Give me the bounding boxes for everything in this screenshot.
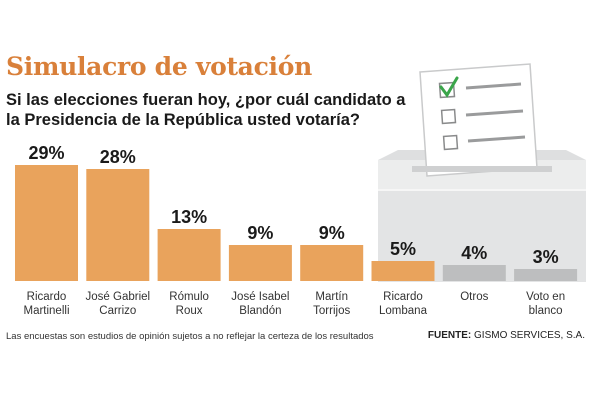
category-label-6-0: Otros [460,291,488,303]
value-label-0: 29% [28,143,64,163]
category-label-2-1: Roux [176,305,203,317]
ballot-slot [412,166,552,172]
bar-4 [300,245,364,281]
source-value: GISMO SERVICES, S.A. [471,330,585,341]
chart-title: Simulacro de votación [6,52,312,81]
category-label-7-0: Voto en [526,291,565,303]
category-label-2-0: Rómulo [169,291,209,303]
bar-0 [15,165,78,281]
checkbox-empty-icon [442,134,459,151]
checkbox-empty-icon [440,108,457,125]
category-label-7-1: blanco [529,305,563,317]
chart-question: Si las elecciones fueran hoy, ¿por cuál … [6,91,406,129]
category-label-3-1: Blandón [239,305,281,317]
footer-note: Las encuestas son estudios de opinión su… [6,331,374,342]
category-label-5-0: Ricardo [383,291,423,303]
value-label-2: 13% [171,207,207,227]
bar-6 [442,265,506,281]
value-label-3: 9% [247,223,273,243]
bar-1 [86,169,150,281]
category-label-4-1: Torrijos [313,305,350,317]
category-label-4-0: Martín [315,291,348,303]
value-label-1: 28% [100,147,136,167]
ballot-paper-icon [419,63,538,177]
value-label-5: 5% [390,239,416,259]
value-label-7: 3% [533,247,559,267]
bar-3 [228,245,292,281]
category-label-1-1: Carrizo [99,305,136,317]
value-label-4: 9% [319,223,345,243]
category-label-0-0: Ricardo [27,291,67,303]
category-labels-group: Ricardo Martinelli José Gabriel Carrizo Rómu… [23,291,565,317]
source-label: FUENTE: [427,330,472,341]
checkbox-checked-icon [438,76,459,99]
value-label-6: 4% [461,243,487,263]
category-label-0-1: Martinelli [23,305,69,317]
category-label-5-1: Lombana [379,305,428,317]
category-label-3-0: José Isabel [231,291,289,303]
bar-2 [157,229,221,281]
category-label-1-0: José Gabriel [86,291,151,303]
bar-5 [371,261,435,281]
bars-group [15,165,578,281]
footer-source: FUENTE: GISMO SERVICES, S.A. [428,330,585,341]
bar-7 [514,269,578,281]
value-labels-group: 29% 28% 13% 9% 9% 5% 4% 3% [28,143,558,267]
